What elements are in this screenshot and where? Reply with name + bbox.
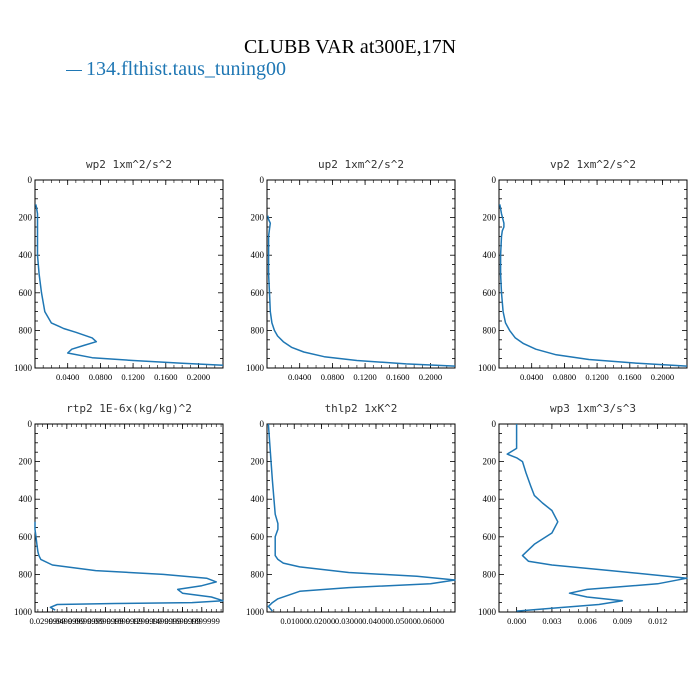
y-tick-label: 800	[19, 325, 33, 335]
y-tick-label: 1000	[246, 363, 265, 373]
plot-frame	[34, 179, 224, 369]
series-line	[35, 204, 224, 366]
plot-panel-4: rtp2 1E-6x(kg/kg)^2 0 200 400 600 800 10000.02…	[14, 402, 224, 626]
series-line	[506, 424, 688, 612]
x-tick-label: 0.03000	[335, 616, 363, 626]
panel-title: rtp2 1E-6x(kg/kg)^2	[66, 402, 192, 415]
y-tick-label: 400	[19, 250, 33, 260]
x-tick-label: 0.01000	[280, 616, 308, 626]
y-tick-label: 400	[251, 494, 265, 504]
panel-title: wp3 1xm^3/s^3	[550, 402, 636, 415]
y-tick-label: 800	[251, 325, 265, 335]
series-line	[267, 215, 456, 367]
y-tick-label: 600	[19, 288, 33, 298]
panel-title: thlp2 1xK^2	[325, 402, 398, 415]
y-tick-label: 0	[492, 419, 497, 429]
legend-line-swatch	[66, 70, 82, 71]
y-tick-label: 1000	[14, 363, 33, 373]
y-tick-label: 400	[19, 494, 33, 504]
x-tick-label: 0.1499999	[145, 616, 181, 626]
y-tick-label: 600	[251, 532, 265, 542]
y-tick-label: 200	[483, 457, 497, 467]
y-tick-label: 600	[19, 532, 33, 542]
x-tick-label: 0.05000	[389, 616, 417, 626]
plot-panel-6: wp3 1xm^3/s^3 0 200 400 600 800 1000 0.000 0.003…	[478, 402, 688, 626]
y-tick-label: 800	[483, 569, 497, 579]
x-tick-label: 0.1600	[154, 372, 177, 382]
y-tick-label: 600	[483, 532, 497, 542]
x-tick-label: 0.0499999	[49, 616, 85, 626]
panel-title: up2 1xm^2/s^2	[318, 158, 404, 171]
y-tick-label: 0	[260, 175, 265, 185]
x-tick-label: 0.0400	[288, 372, 311, 382]
x-tick-label: 0.000	[507, 616, 526, 626]
plot-panel-3: vp2 1xm^2/s^2 0 200 400 600 800 1000 0.0400 0.08…	[478, 158, 688, 382]
plot-frame	[266, 179, 456, 369]
x-tick-label: 0.0800	[553, 372, 576, 382]
y-tick-label: 200	[483, 213, 497, 223]
y-tick-label: 200	[19, 213, 33, 223]
y-tick-label: 400	[251, 250, 265, 260]
y-tick-label: 0	[28, 175, 33, 185]
y-tick-label: 0	[28, 419, 33, 429]
y-tick-label: 800	[19, 569, 33, 579]
plot-panel-1: wp2 1xm^2/s^2 0 200 400 600 800 1000 0.0400 0.08…	[14, 158, 224, 382]
plot-frame	[34, 423, 224, 613]
x-tick-label: 0.012	[648, 616, 667, 626]
x-tick-label: 0.1200	[353, 372, 376, 382]
x-tick-label: 0.1699999	[164, 616, 200, 626]
plot-panel-2: up2 1xm^2/s^2 0 200 400 600 800 1000 0.0400 0.08…	[246, 158, 456, 382]
y-tick-label: 1000	[14, 607, 33, 617]
plot-panel-5: thlp2 1xK^2 0 200 400 600 800 1000 0.01000 0.020…	[246, 402, 456, 626]
y-tick-label: 200	[251, 457, 265, 467]
x-tick-label: 0.1600	[618, 372, 641, 382]
x-tick-label: 0.02000	[308, 616, 336, 626]
y-tick-label: 0	[260, 419, 265, 429]
x-tick-label: 0.0400	[56, 372, 79, 382]
x-tick-label: 0.009	[613, 616, 632, 626]
series-line	[267, 423, 456, 612]
legend: 134.flthist.taus_tuning00	[66, 58, 286, 81]
y-tick-label: 1000	[246, 607, 265, 617]
panel-title: wp2 1xm^2/s^2	[86, 158, 172, 171]
x-tick-label: 0.2000	[419, 372, 442, 382]
x-tick-label: 0.003	[542, 616, 561, 626]
y-tick-label: 200	[251, 213, 265, 223]
plot-frame	[498, 179, 688, 369]
panel-title: vp2 1xm^2/s^2	[550, 158, 636, 171]
x-tick-label: 0.0699999	[68, 616, 104, 626]
legend-label: 134.flthist.taus_tuning00	[86, 58, 286, 80]
x-tick-label: 0.2000	[651, 372, 674, 382]
x-tick-label: 0.1899999	[184, 616, 220, 626]
y-tick-label: 600	[251, 288, 265, 298]
x-tick-label: 0.0899999	[87, 616, 123, 626]
x-tick-label: 0.04000	[362, 616, 390, 626]
y-tick-label: 600	[483, 288, 497, 298]
x-tick-label: 0.1200	[585, 372, 608, 382]
series-line	[34, 521, 224, 611]
x-tick-label: 0.1099999	[107, 616, 143, 626]
series-line	[499, 204, 688, 367]
y-tick-label: 1000	[478, 363, 497, 373]
x-tick-label: 0.06000	[417, 616, 445, 626]
x-tick-label: 0.006	[578, 616, 597, 626]
y-tick-label: 1000	[478, 607, 497, 617]
y-tick-label: 200	[19, 457, 33, 467]
figure-title: CLUBB VAR at300E,17N	[243, 36, 457, 58]
y-tick-label: 800	[483, 325, 497, 335]
x-tick-label: 0.0299999	[29, 616, 65, 626]
y-tick-label: 400	[483, 250, 497, 260]
x-tick-label: 0.1600	[386, 372, 409, 382]
x-tick-label: 0.1200	[121, 372, 144, 382]
y-tick-label: 400	[483, 494, 497, 504]
x-tick-label: 0.0400	[520, 372, 543, 382]
x-tick-label: 0.0800	[89, 372, 112, 382]
y-tick-label: 0	[492, 175, 497, 185]
x-tick-label: 0.2000	[187, 372, 210, 382]
x-tick-label: 0.1299999	[126, 616, 162, 626]
y-tick-label: 800	[251, 569, 265, 579]
x-tick-label: 0.0800	[321, 372, 344, 382]
